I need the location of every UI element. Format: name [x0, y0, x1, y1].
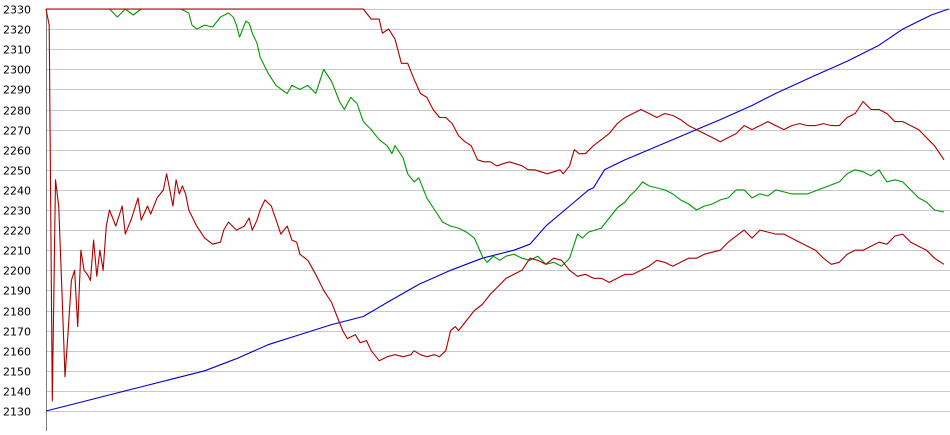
series-lines — [45, 8, 949, 412]
series-line-4 — [46, 8, 945, 175]
y-tick-label: 2190 — [3, 285, 31, 298]
y-tick-label: 2330 — [3, 4, 31, 17]
y-tick-label: 2240 — [3, 185, 31, 198]
y-tick-label: 2160 — [3, 346, 31, 359]
y-tick-label: 2260 — [3, 145, 31, 158]
y-tick-label: 2290 — [3, 84, 31, 97]
y-tick-label: 2320 — [3, 24, 31, 37]
y-tick-label: 2230 — [3, 205, 31, 218]
y-tick-label: 2200 — [3, 265, 31, 278]
y-tick-label: 2310 — [3, 44, 31, 57]
y-tick-label: 2140 — [3, 386, 31, 399]
y-tick-label: 2270 — [3, 125, 31, 138]
y-tick-label: 2180 — [3, 306, 31, 319]
gridlines — [46, 9, 950, 412]
y-tick-label: 2170 — [3, 326, 31, 339]
series-line-3 — [45, 8, 945, 402]
y-tick-label: 2220 — [3, 225, 31, 238]
y-tick-labels: 2330 2320 2310 2300 2290 2280 2270 2260 2250 2240… — [3, 4, 31, 419]
y-tick-label: 2250 — [3, 165, 31, 178]
series-line-1 — [45, 8, 949, 412]
y-tick-label: 2130 — [3, 406, 31, 419]
series-line-2 — [109, 8, 945, 267]
y-tick-label: 2210 — [3, 245, 31, 258]
y-tick-label: 2150 — [3, 366, 31, 379]
y-tick-label: 2280 — [3, 105, 31, 118]
y-tick-label: 2300 — [3, 64, 31, 77]
